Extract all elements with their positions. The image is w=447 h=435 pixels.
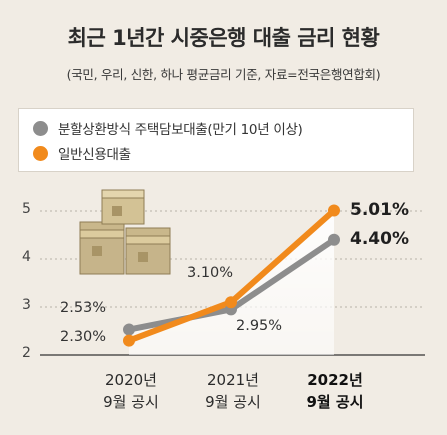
- x-tick-2022-sub: 9월 공시: [306, 393, 364, 411]
- x-tick-2022: 2022년 9월 공시: [280, 369, 390, 413]
- legend-label-credit: 일반신용대출: [58, 147, 131, 163]
- data-point-mortgage-2: [328, 233, 340, 246]
- x-tick-2020: 2020년 9월 공시: [76, 369, 186, 413]
- x-tick-2022-year: 2022년: [307, 371, 363, 389]
- data-label-credit-2021: 3.10%: [187, 265, 234, 281]
- x-tick-2020-sub: 9월 공시: [103, 393, 159, 411]
- x-tick-2021-sub: 9월 공시: [205, 393, 261, 411]
- chart-subtitle: (국민, 우리, 신한, 하나 평균금리 기준, 자료=전국은행연합회): [66, 67, 381, 82]
- y-tick-2: 2: [22, 345, 31, 361]
- data-point-credit-0: [123, 334, 135, 347]
- legend-marker-mortgage: [33, 120, 48, 136]
- data-label-credit-2020: 2.30%: [60, 329, 107, 345]
- data-point-credit-1: [225, 296, 237, 309]
- legend-item-credit: 일반신용대출: [33, 143, 131, 163]
- y-tick-5: 5: [22, 201, 31, 217]
- legend: 분할상환방식 주택담보대출(만기 10년 이상) 일반신용대출: [18, 108, 414, 172]
- data-label-mortgage-2022: 4.40%: [350, 229, 409, 249]
- data-label-mortgage-2021: 2.95%: [236, 318, 283, 334]
- x-tick-2021-year: 2021년: [207, 371, 259, 389]
- data-label-credit-2022: 5.01%: [350, 200, 409, 220]
- legend-label-mortgage: 분할상환방식 주택담보대출(만기 10년 이상): [58, 122, 303, 138]
- chart-title: 최근 1년간 시중은행 대출 금리 현황: [67, 26, 380, 50]
- data-point-credit-2: [328, 204, 340, 217]
- data-point-mortgage-0: [123, 323, 135, 336]
- x-tick-2020-year: 2020년: [105, 371, 157, 389]
- data-label-mortgage-2020: 2.53%: [60, 300, 107, 316]
- y-tick-4: 4: [22, 249, 31, 265]
- legend-item-mortgage: 분할상환방식 주택담보대출(만기 10년 이상): [33, 118, 303, 138]
- y-tick-3: 3: [22, 297, 31, 313]
- money-stack-illustration: [79, 189, 171, 275]
- x-tick-2021: 2021년 9월 공시: [178, 369, 288, 413]
- legend-marker-credit: [33, 145, 48, 161]
